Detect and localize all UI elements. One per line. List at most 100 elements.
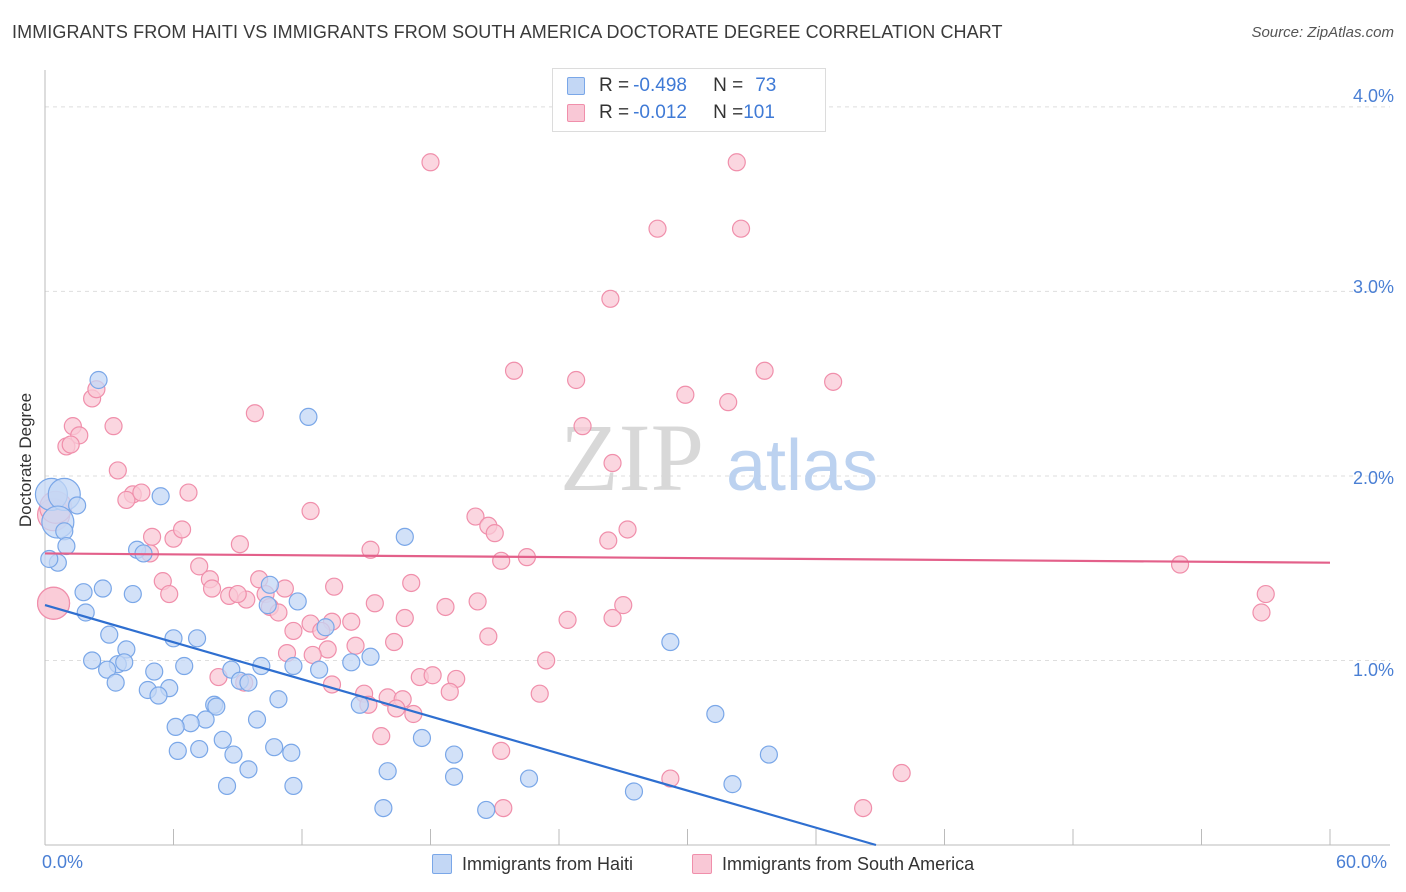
source-label: Source: ZipAtlas.com xyxy=(1251,24,1394,41)
south-america-point xyxy=(372,727,391,746)
watermark-atlas: atlas xyxy=(726,426,878,506)
south-america-trend-line xyxy=(44,552,1331,564)
south-america-point xyxy=(755,361,774,380)
haiti-point xyxy=(40,549,59,569)
south-america-point xyxy=(275,579,294,598)
haiti-point xyxy=(759,745,778,764)
series-haiti-points xyxy=(34,370,778,820)
y-tick-2: 2.0% xyxy=(1352,468,1394,488)
haiti-point xyxy=(260,575,279,594)
haiti-point xyxy=(723,775,742,794)
haiti-point xyxy=(265,738,284,757)
haiti-point xyxy=(284,656,303,676)
south-america-point xyxy=(325,577,344,596)
legend-row-haiti: R = -0.498 N = 73 xyxy=(567,73,776,99)
south-america-point xyxy=(504,361,524,380)
haiti-point xyxy=(624,782,644,801)
south-america-point xyxy=(530,684,549,703)
south-america-point xyxy=(160,584,179,604)
south-america-point xyxy=(854,798,873,818)
haiti-point xyxy=(239,673,258,692)
south-america-point xyxy=(1252,603,1271,622)
haiti-point xyxy=(444,767,464,786)
south-america-point xyxy=(727,153,746,172)
south-america-point xyxy=(892,763,911,783)
south-america-point xyxy=(567,370,586,390)
haiti-point xyxy=(168,741,187,760)
south-america-point xyxy=(468,592,487,611)
haiti-point xyxy=(213,730,232,749)
haiti-point xyxy=(115,653,134,672)
trend-lines xyxy=(44,552,1331,847)
haiti-point xyxy=(145,662,164,681)
legend-swatch-south-america xyxy=(567,104,585,122)
south-america-point xyxy=(230,535,249,554)
south-america-point xyxy=(618,520,637,539)
haiti-point xyxy=(74,583,93,602)
south-america-point xyxy=(202,579,222,598)
south-america-point xyxy=(648,219,667,238)
x-tick-max: 60.0% xyxy=(1336,852,1388,872)
legend-swatch-south-america xyxy=(692,854,712,874)
haiti-point xyxy=(196,710,215,729)
south-america-point xyxy=(719,393,738,412)
haiti-point xyxy=(239,760,258,779)
south-america-point xyxy=(346,636,365,655)
south-america-point xyxy=(614,596,633,615)
haiti-point xyxy=(224,745,243,764)
haiti-point xyxy=(299,407,318,427)
south-america-point xyxy=(104,417,123,436)
haiti-point xyxy=(342,653,361,672)
haiti-point xyxy=(519,769,539,788)
south-america-point xyxy=(142,527,162,546)
south-america-point xyxy=(61,435,80,454)
south-america-point xyxy=(365,594,384,613)
haiti-point xyxy=(288,592,307,611)
south-america-point xyxy=(117,490,136,510)
chart-title: IMMIGRANTS FROM HAITI VS IMMIGRANTS FROM… xyxy=(12,22,1003,42)
south-america-point xyxy=(108,461,127,480)
haiti-point xyxy=(68,496,87,515)
gridlines xyxy=(45,106,1390,661)
south-america-point xyxy=(537,651,556,670)
haiti-point xyxy=(100,625,119,644)
haiti-point xyxy=(149,686,168,705)
south-america-point xyxy=(423,666,442,685)
south-america-point xyxy=(245,404,264,423)
haiti-point xyxy=(190,739,209,759)
south-america-point xyxy=(228,584,247,604)
y-axis-label: Doctorate Degree xyxy=(16,392,35,528)
south-america-point xyxy=(731,219,751,238)
legend-label-south-america: Immigrants from South America xyxy=(722,853,975,874)
south-america-point xyxy=(284,621,303,641)
axes xyxy=(44,70,1390,846)
legend-item-haiti: Immigrants from Haiti xyxy=(432,852,633,876)
south-america-point xyxy=(421,153,440,172)
south-america-point xyxy=(558,610,577,629)
south-america-point xyxy=(466,507,485,526)
south-america-point xyxy=(492,741,511,760)
haiti-point xyxy=(57,536,76,556)
haiti-point xyxy=(217,776,237,796)
south-america-point xyxy=(1256,584,1275,604)
haiti-point xyxy=(181,714,200,733)
haiti-point xyxy=(444,745,464,764)
south-america-point xyxy=(172,520,192,539)
south-america-point xyxy=(603,453,622,473)
south-america-point xyxy=(479,627,498,646)
south-america-point xyxy=(824,372,843,391)
n-value: 101 xyxy=(743,102,775,123)
haiti-point xyxy=(661,632,680,652)
south-america-point xyxy=(492,551,511,570)
south-america-point xyxy=(601,289,620,308)
south-america-point xyxy=(494,798,513,818)
haiti-point xyxy=(316,618,335,637)
r-value: -0.012 xyxy=(633,102,687,123)
haiti-point xyxy=(187,629,207,648)
legend-swatch-haiti xyxy=(432,854,452,874)
haiti-point xyxy=(395,527,414,546)
south-america-point xyxy=(402,573,421,593)
south-america-point xyxy=(599,531,618,550)
haiti-point xyxy=(175,656,194,676)
